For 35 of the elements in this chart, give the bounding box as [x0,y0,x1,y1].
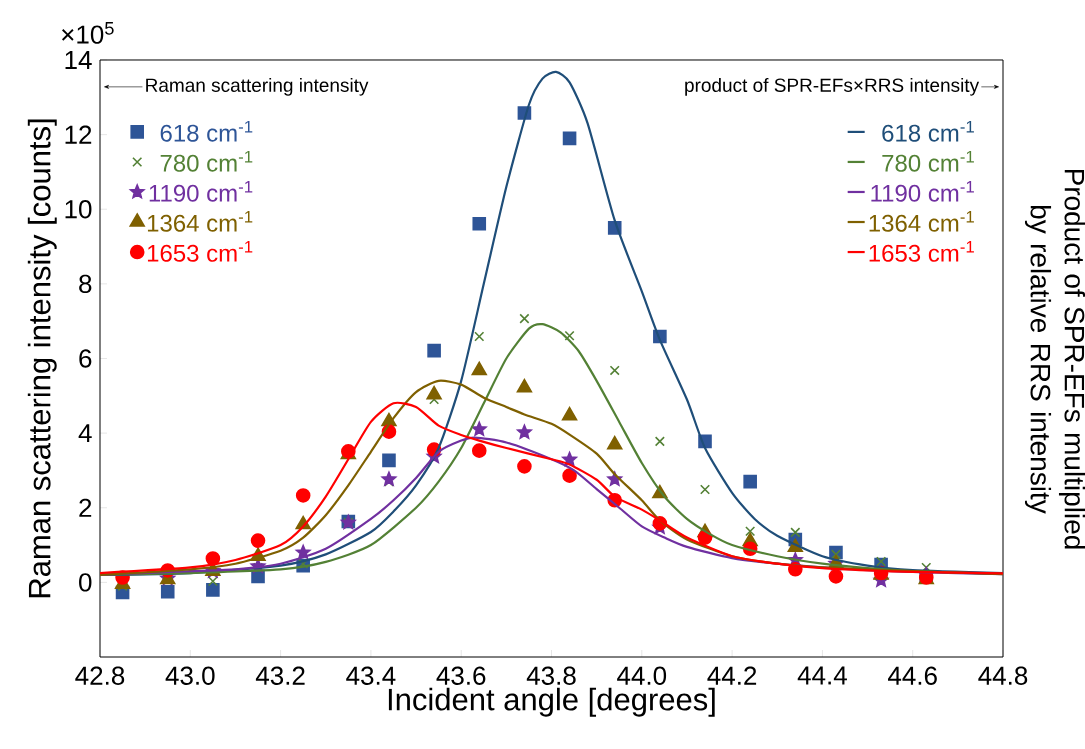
legend-label: 1190 cm$^{-1}$ [149,180,253,202]
x-tick-label: 43.2 [255,666,305,685]
legend-label: 780 cm$^{-1}$ [882,150,974,172]
y-tick-label: 4 [78,424,92,443]
text: ×10$^{5}$ [62,22,114,44]
x-tick-label: 44.6 [888,666,937,685]
legend-label: 618 cm$^{-1}$ [882,120,974,142]
y-tick-label: 14 [65,51,92,69]
x-tick-label: 44.0 [617,666,667,685]
annotation: Raman scattering intensity [146,78,369,96]
y-axis-title: Raman scattering intensity [counts] [27,119,57,598]
legend-label: 1653 cm$^{-1}$ [147,241,253,262]
x-tick-label: 43.6 [436,666,486,685]
y-tick-label: 8 [79,274,92,294]
y-tick-label: 10 [65,200,92,219]
y-tick-label: 6 [79,349,92,368]
x-tick-label: 43.4 [346,666,396,685]
y-tick-label: 12 [65,125,92,144]
y2-axis-title: Product of SPR-EFs multiplied by relative RRS intensity [1024,169,1085,549]
x-tick-label: 44.2 [707,666,757,685]
y-tick-label: 2 [79,498,92,517]
y-tick-label: 0 [79,573,92,592]
legend-label: 1364 cm$^{-1}$ [147,210,253,232]
x-axis-title: Incident angle [degrees] [388,687,715,717]
legend-label: 1653 cm$^{-1}$ [869,241,974,262]
x-tick-label: 42.8 [75,666,125,685]
legend-label: 1190 cm$^{-1}$ [871,180,974,202]
legend-label: 618 cm$^{-1}$ [160,120,253,142]
annotation: product of SPR-EFs×RRS intensity [685,78,980,96]
x-tick-label: 44.4 [797,666,847,685]
x-tick-label: 44.8 [978,666,1028,685]
legend-label: 1364 cm$^{-1}$ [869,210,974,232]
x-tick-label: 43.8 [526,666,576,685]
x-tick-label: 43.0 [165,666,215,685]
legend-label: 780 cm$^{-1}$ [160,150,253,172]
